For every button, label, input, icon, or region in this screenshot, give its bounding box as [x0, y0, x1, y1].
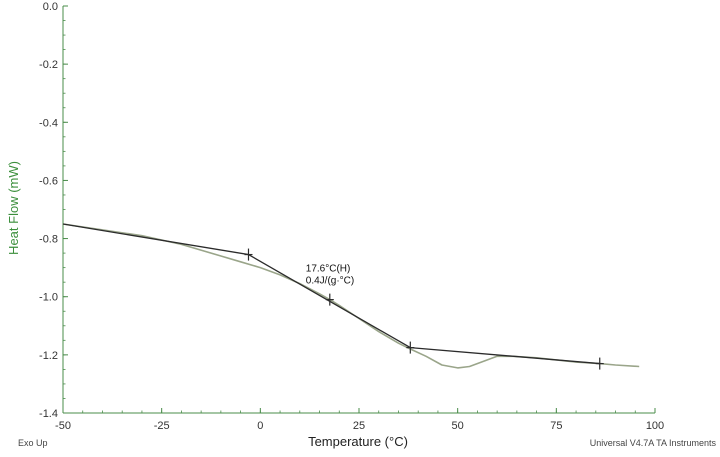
x-axis-label: Temperature (°C) [308, 434, 408, 449]
y-tick-label: 0.0 [43, 1, 58, 13]
transition-annotation-line: 0.4J/(g·°C) [306, 276, 354, 287]
y-tick-label: -0.2 [39, 59, 58, 71]
transition-annotation-line: 17.6°C(H) [306, 264, 351, 275]
tangent-line [62, 223, 249, 256]
exo-up-label: Exo Up [18, 438, 48, 448]
transition-marker [406, 341, 415, 354]
y-tick-label: -1.2 [39, 350, 58, 362]
y-axis-label: Heat Flow (mW) [6, 161, 21, 255]
y-tick-label: -1.0 [39, 292, 58, 304]
axes-layer: 0.0 -0.2 -0.4 -0.6 -0.8 -1.0 -1.2 -1.4-50 -25 0 25… [39, 1, 664, 432]
y-tick-label: -0.8 [39, 234, 58, 246]
y-tick-label: -0.6 [39, 175, 58, 187]
series-layer [62, 223, 640, 369]
label-layer: Heat Flow (mW) Temperature (°C) Exo Up U… [6, 161, 716, 449]
y-tick-label: -0.4 [39, 117, 58, 129]
transition-marker [595, 357, 604, 370]
x-tick-label: 50 [452, 420, 464, 432]
transition-marker [244, 248, 253, 261]
x-tick-label: 25 [353, 420, 365, 432]
x-tick-label: 75 [550, 420, 562, 432]
heat-flow-curve [62, 223, 640, 369]
x-tick-label: 0 [257, 420, 263, 432]
x-tick-label: -50 [55, 420, 71, 432]
x-tick-label: -25 [154, 420, 170, 432]
transition-marker [325, 293, 334, 306]
marker-layer: 17.6°C(H)0.4J/(g·°C) [244, 248, 604, 370]
instrument-label: Universal V4.7A TA Instruments [590, 438, 717, 448]
y-tick-label: -1.4 [39, 408, 58, 420]
tangent-line [410, 346, 600, 365]
x-tick-label: 100 [646, 420, 664, 432]
